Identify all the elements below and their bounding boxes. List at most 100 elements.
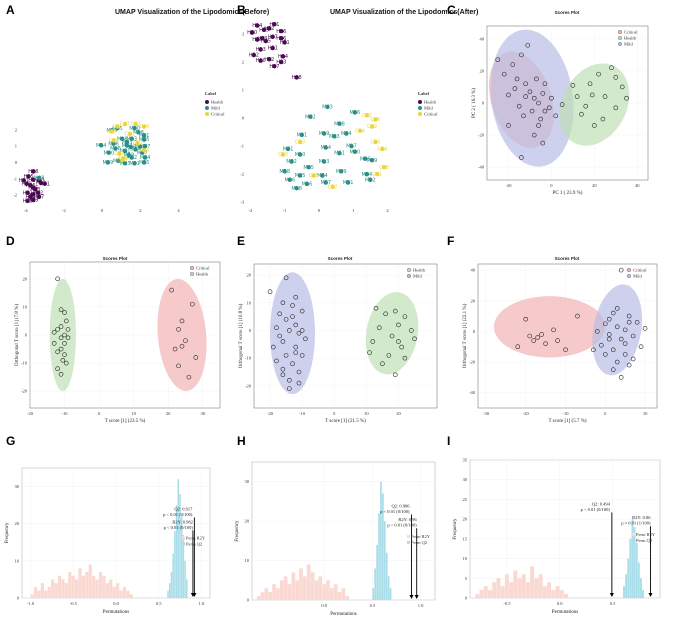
data-point [290,303,295,308]
bar-perm-r2y [534,578,539,598]
data-point [535,335,540,340]
data-point [287,378,292,383]
data-point [506,123,511,128]
x-tick-label: -1.0 [27,601,35,606]
chart-title: Scores Plot [555,10,580,15]
bar-perm-r2y [81,575,86,598]
y-tick-label: -20 [478,133,485,138]
data-point [255,37,260,42]
x-axis-label: T score [1] (21.5 %) [325,419,366,424]
y-tick-label: 1 [242,88,244,93]
annotation-r2y: p = 0.01 (1/100) [621,521,651,526]
point-label: M31 [120,149,131,155]
bar-perm-q2 [631,519,634,598]
bar-perm-r2y [287,584,292,600]
point-label: C03 [125,131,135,137]
data-point [98,143,104,148]
legend-swatch [632,538,635,542]
x-tick-label: -1 [283,208,287,213]
point-label: C09 [367,124,377,130]
data-point [293,322,299,328]
data-point [373,306,379,311]
point-label: M35 [139,160,150,166]
bar-perm-r2y [129,594,133,598]
point-label: M08 [334,121,345,127]
point-label: C08 [379,165,389,171]
point-label: C02 [362,113,372,119]
point-label: C06 [371,117,381,123]
bar-perm-q2 [168,583,171,598]
data-point [332,134,337,139]
data-point [610,310,616,316]
point-label: H10 [256,58,266,64]
y-tick-label: 20 [15,521,20,526]
panel-label-E: E [237,234,245,248]
legend-title: Label [205,91,217,96]
point-label: C04 [139,148,149,154]
x-tick-label: 0.5 [156,601,162,606]
bar-perm-r2y [109,579,113,598]
data-point [521,113,526,119]
data-point [274,358,279,364]
data-point [542,108,548,114]
legend-label: Critical [633,268,647,273]
legend-label: Health [424,100,437,105]
x-tick-label: 30 [200,411,205,416]
point-label: H18 [23,199,33,205]
bar-perm-r2y [51,579,55,598]
y-tick-label: 0 [17,596,20,601]
x-tick-label: 20 [592,183,597,188]
data-point [258,58,263,63]
legend-label: Mild [413,274,423,279]
legend-swatch [618,36,623,41]
bar-perm-q2 [374,568,377,600]
x-axis-label: Permutations [552,610,578,615]
data-point [270,344,276,350]
legend-swatch [407,274,412,279]
point-label: H18 [252,37,262,43]
y-tick-label: 0 [473,329,476,334]
y-axis-label: Frequency [235,520,240,542]
bar-perm-r2y [57,575,62,598]
data-point [519,155,524,160]
data-point [133,121,138,127]
data-point [55,276,60,282]
data-point [111,138,116,143]
y-tick-label: 2 [242,60,244,65]
x-tick-label: 0.5 [370,603,376,608]
data-point [540,140,546,146]
x-tick-label: 1 [352,208,354,213]
point-label: M34 [362,172,373,178]
point-label: M01 [283,147,294,153]
data-point [251,52,257,58]
y-axis-label: Orthogonal T score [1] (7.8 %) [15,304,20,366]
bar-perm-q2 [170,572,173,598]
data-point [267,57,272,62]
y-tick-label: 1 [15,144,17,149]
data-point [622,327,628,333]
data-point [255,23,260,28]
x-axis-label: T score [1] (5.7 %) [548,419,586,424]
bar-perm-r2y [492,582,497,598]
point-label: M16 [302,182,313,188]
bar-perm-r2y [525,582,530,598]
bar-perm-r2y [513,570,518,598]
y-tick-label: 30 [245,479,250,484]
data-point [283,317,289,322]
data-point [274,325,279,330]
data-point [386,353,392,358]
legend-label: Health [196,272,209,277]
data-point [614,306,620,311]
bar-perm-q2 [382,493,384,600]
point-label: M27 [320,180,331,186]
x-tick-label: -30 [483,411,490,416]
x-tick-label: 0 [101,208,104,213]
data-point [364,113,370,118]
data-point [25,190,30,195]
point-label: M14 [130,147,141,153]
data-point [523,316,529,322]
x-tick-label: 4 [177,208,180,213]
data-point [58,346,64,352]
bar-perm-q2 [376,544,378,600]
data-point [610,367,616,373]
